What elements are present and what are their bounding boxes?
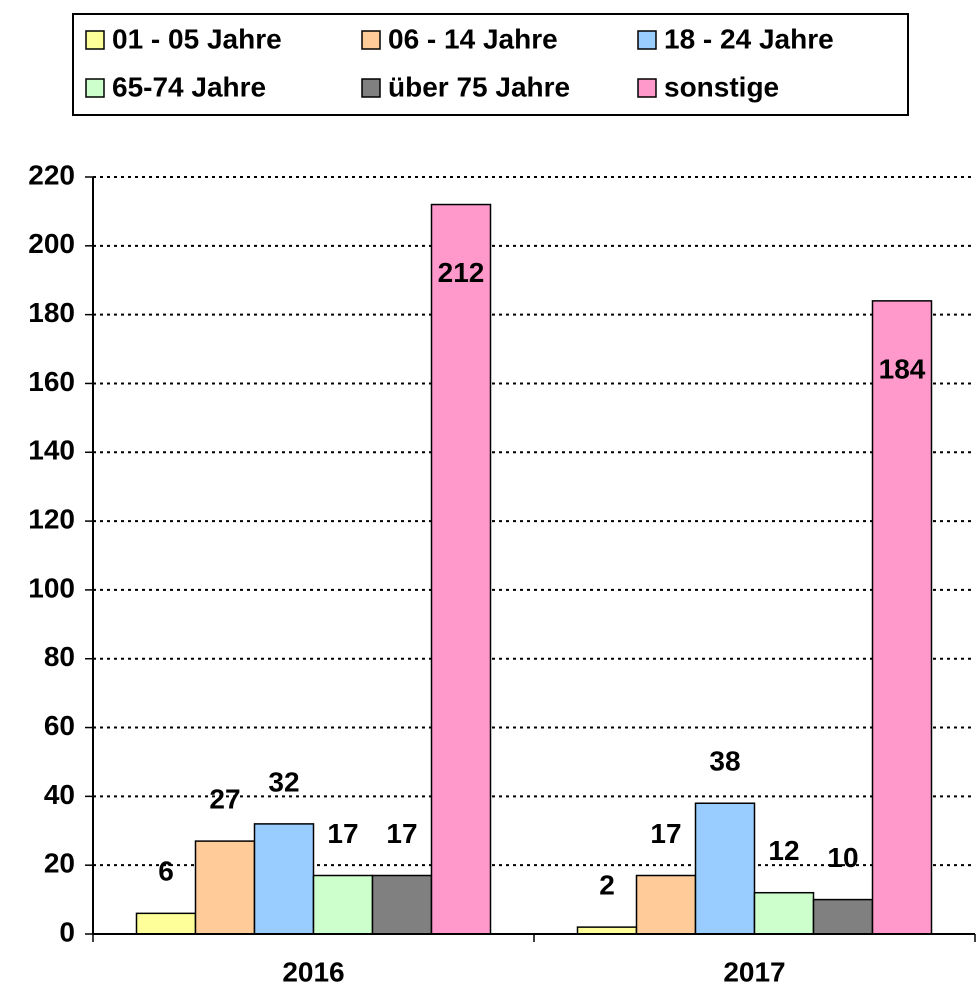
legend-label: 01 - 05 Jahre bbox=[112, 23, 282, 54]
data-label: 184 bbox=[879, 353, 926, 384]
data-label: 17 bbox=[327, 818, 358, 849]
bar bbox=[430, 203, 492, 935]
bar bbox=[812, 898, 874, 935]
legend-label: sonstige bbox=[664, 71, 779, 102]
y-tick-label: 160 bbox=[28, 366, 75, 397]
data-label: 17 bbox=[386, 818, 417, 849]
data-label: 27 bbox=[209, 783, 240, 814]
data-label: 6 bbox=[158, 856, 174, 887]
bar bbox=[253, 823, 315, 935]
data-label: 12 bbox=[768, 835, 799, 866]
legend-label: 18 - 24 Jahre bbox=[664, 23, 834, 54]
y-tick-label: 100 bbox=[28, 572, 75, 603]
bar bbox=[871, 300, 933, 935]
data-label: 17 bbox=[650, 818, 681, 849]
y-tick-label: 20 bbox=[44, 848, 75, 879]
bar bbox=[312, 874, 374, 935]
y-tick-label: 220 bbox=[28, 159, 75, 190]
legend-label: 06 - 14 Jahre bbox=[388, 23, 558, 54]
legend-swatch bbox=[637, 30, 657, 50]
legend-box bbox=[72, 13, 909, 116]
data-label: 32 bbox=[268, 766, 299, 797]
bar bbox=[135, 912, 197, 935]
x-tick-label: 2017 bbox=[723, 956, 785, 987]
data-label: 2 bbox=[599, 870, 615, 901]
legend-label: über 75 Jahre bbox=[388, 71, 570, 102]
y-tick-label: 140 bbox=[28, 435, 75, 466]
legend-swatch bbox=[85, 30, 105, 50]
y-tick-label: 60 bbox=[44, 710, 75, 741]
y-tick-label: 200 bbox=[28, 228, 75, 259]
data-label: 212 bbox=[438, 257, 485, 288]
bar bbox=[753, 891, 815, 935]
x-tick-label: 2016 bbox=[282, 956, 344, 987]
data-label: 38 bbox=[709, 746, 740, 777]
bar bbox=[635, 874, 697, 935]
y-tick-label: 80 bbox=[44, 641, 75, 672]
legend-label: 65-74 Jahre bbox=[112, 71, 266, 102]
y-tick-label: 120 bbox=[28, 503, 75, 534]
y-tick-label: 180 bbox=[28, 297, 75, 328]
data-label: 10 bbox=[827, 842, 858, 873]
y-tick-label: 40 bbox=[44, 779, 75, 810]
y-tick-label: 0 bbox=[59, 916, 75, 947]
bar bbox=[194, 840, 256, 935]
legend-swatch bbox=[361, 30, 381, 50]
legend-swatch bbox=[637, 78, 657, 98]
bar bbox=[576, 926, 638, 935]
legend-swatch bbox=[85, 78, 105, 98]
legend-swatch bbox=[361, 78, 381, 98]
bar bbox=[694, 802, 756, 935]
bar bbox=[371, 874, 433, 935]
